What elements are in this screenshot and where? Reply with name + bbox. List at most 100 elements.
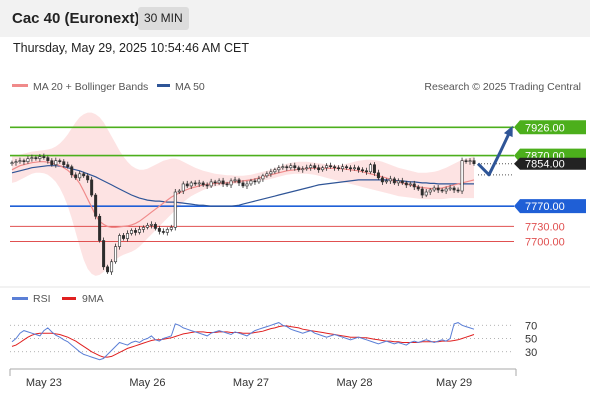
candle — [265, 171, 269, 178]
candle — [237, 177, 241, 186]
candle-body — [197, 182, 201, 185]
candle — [420, 186, 424, 199]
candle — [126, 230, 129, 242]
candle — [448, 184, 452, 191]
candle — [90, 176, 94, 198]
x-tick-May-29: May 29 — [436, 377, 472, 389]
candle-body — [281, 166, 285, 169]
candle-body — [237, 179, 241, 184]
candle-body — [245, 183, 249, 187]
candle-body — [98, 215, 102, 241]
chart-header: Cac 40 (Euronext) 30 MIN — [0, 0, 590, 37]
candle-body — [440, 189, 444, 192]
candle-body — [265, 173, 269, 177]
candle — [472, 157, 476, 166]
candle — [400, 177, 404, 185]
candle — [181, 181, 185, 195]
candle-body — [233, 179, 237, 182]
candle — [34, 155, 38, 161]
candle — [189, 180, 193, 189]
candle — [269, 168, 273, 177]
candle-body — [114, 246, 118, 263]
candle-body — [376, 172, 380, 179]
candle-body — [360, 169, 364, 172]
x-tick-May-26: May 26 — [129, 377, 165, 389]
candle — [241, 180, 245, 188]
candle-body — [149, 224, 153, 226]
candle-body — [293, 165, 297, 169]
candle-body — [169, 227, 173, 230]
x-tick-May-27: May 27 — [233, 377, 269, 389]
x-tick-May-28: May 28 — [336, 377, 372, 389]
candle-body — [38, 156, 42, 159]
candle-body — [205, 184, 209, 187]
candle — [46, 155, 50, 164]
candle-body — [102, 240, 106, 268]
candle-body — [173, 191, 177, 228]
candle — [349, 165, 353, 172]
candle — [396, 178, 400, 186]
rsi-ma-line — [11, 325, 475, 358]
main-legend: MA 20 + Bollinger Bands MA 50 — [12, 81, 205, 93]
candle-body — [181, 183, 185, 192]
candle — [333, 164, 337, 171]
candle — [281, 163, 285, 170]
candle — [408, 181, 412, 187]
main-plot: 7926.007870.007770.007730.007700.007854.… — [0, 112, 590, 288]
legend-swatch-rsi-ma — [62, 297, 76, 300]
candle — [285, 164, 289, 171]
candle — [98, 213, 102, 243]
candle-body — [285, 166, 289, 169]
legend-swatch-ma20 — [12, 84, 28, 87]
candle — [380, 175, 384, 185]
candle — [153, 222, 157, 231]
candle — [301, 166, 305, 173]
legend-label-ma50: MA 50 — [175, 81, 205, 93]
candle — [440, 187, 444, 194]
candle-body — [428, 189, 432, 193]
candle-body — [432, 187, 436, 191]
candle — [157, 225, 161, 235]
candle-body — [14, 161, 18, 163]
candle — [78, 170, 82, 181]
candle-body — [74, 174, 78, 179]
candle-body — [165, 229, 169, 233]
candle-body — [161, 231, 165, 233]
candle — [177, 188, 181, 195]
candle — [118, 233, 122, 250]
level-tag-7770.00 — [514, 199, 586, 214]
candle — [38, 154, 42, 162]
candle — [428, 187, 432, 196]
candle — [416, 184, 420, 191]
level-label-7770.00: 7770.00 — [525, 201, 565, 213]
candle-body — [309, 165, 313, 169]
candle-body — [10, 162, 14, 164]
candle — [277, 165, 281, 173]
candle-body — [241, 182, 245, 187]
candle-body — [452, 187, 456, 191]
candle — [145, 222, 149, 230]
candle — [329, 162, 333, 169]
rsi-line — [11, 322, 475, 361]
legend-swatch-ma50 — [157, 84, 170, 87]
candle — [193, 180, 197, 186]
last-price-label: 7854.00 — [525, 159, 565, 171]
candle-body — [213, 181, 217, 184]
timeframe-button[interactable]: 30 MIN — [138, 7, 189, 30]
candle — [173, 188, 177, 231]
candle — [293, 162, 297, 171]
candle — [337, 165, 341, 171]
candle-body — [436, 187, 440, 191]
candle — [70, 164, 74, 178]
candle — [18, 157, 22, 164]
candle-body — [321, 167, 325, 171]
candle — [321, 165, 325, 172]
timestamp: Thursday, May 29, 2025 10:54:46 AM CET — [13, 41, 250, 55]
candle-body — [129, 230, 133, 234]
candle-body — [372, 164, 376, 174]
candle-body — [353, 167, 357, 170]
candle-body — [253, 180, 257, 183]
candle — [209, 178, 213, 188]
bollinger-band — [12, 112, 474, 276]
candle — [384, 178, 388, 184]
